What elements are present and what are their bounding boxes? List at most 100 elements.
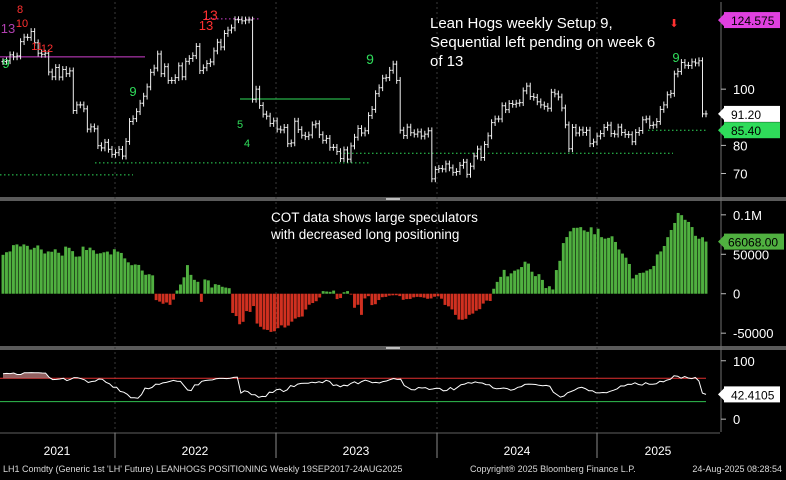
cot-bar [304, 293, 308, 310]
cot-bar [474, 293, 478, 311]
cot-bar [440, 293, 443, 299]
cot-bar [624, 257, 628, 294]
y-tick-label: 80 [733, 138, 747, 153]
y-tick-label: 0.1M [733, 208, 762, 223]
footer-timestamp: 24-Aug-2025 08:28:54 [692, 464, 782, 474]
y-tick-label: 100 [733, 354, 755, 369]
price-tag-label: 91.20 [731, 108, 761, 122]
cot-bar [631, 278, 635, 294]
cot-bar [471, 293, 475, 314]
cot-bar [488, 293, 492, 301]
cot-bar [272, 293, 276, 332]
cot-bar [516, 269, 520, 294]
cot-bar [652, 265, 656, 294]
cot-bar [527, 263, 530, 294]
cot-bar [286, 293, 290, 326]
cot-bar [387, 293, 391, 296]
cot-bar [547, 286, 551, 294]
cot-bar [185, 265, 189, 294]
cot-bar [353, 293, 356, 308]
cot-bar [673, 222, 677, 294]
y-tick-label: 50000 [733, 247, 769, 262]
cot-bar [380, 293, 384, 298]
cot-bar [676, 212, 680, 294]
cot-bar [610, 236, 614, 294]
cot-bar [701, 237, 704, 294]
cot-bar [259, 293, 262, 327]
cot-bar [523, 261, 527, 294]
cot-bar [384, 293, 388, 297]
cot-bar [71, 251, 75, 294]
cot-bar [283, 293, 287, 328]
cot-bar [98, 253, 102, 294]
x-tick-label: 2021 [44, 444, 71, 458]
cot-bar [346, 291, 350, 294]
cot-bar [645, 270, 649, 294]
price-tag [724, 105, 780, 122]
cot-bar [78, 256, 82, 294]
cot-bar [262, 293, 266, 330]
cot-bar [85, 250, 88, 294]
cot-bar [57, 252, 61, 294]
cot-bar [248, 293, 252, 312]
cot-bar [603, 238, 607, 294]
cot-bar [433, 293, 437, 297]
cot-bar [339, 293, 343, 299]
cot-bar [680, 215, 684, 294]
cot-bar [137, 264, 141, 294]
td-setup-label-red: 11 [31, 41, 42, 53]
y-tick-label: -50000 [733, 326, 773, 341]
cot-bar [297, 293, 301, 318]
cot-bar [641, 272, 645, 294]
cot-bar [252, 293, 256, 307]
cot-bar [179, 284, 182, 294]
cot-bar [161, 293, 165, 304]
cot-bar [391, 293, 395, 296]
cot-bar [582, 230, 586, 294]
cot-bar [39, 249, 43, 294]
cot-bar [112, 249, 116, 294]
cot-bar [422, 293, 426, 298]
cot-bar [321, 291, 325, 294]
cot-bar [614, 241, 617, 294]
cot-bar [565, 237, 569, 294]
cot-bar [513, 270, 517, 294]
cot-bar [130, 265, 134, 294]
cot-bar [366, 293, 370, 297]
cot-bar [192, 279, 196, 294]
cot-bar [349, 293, 353, 295]
cot-bar [29, 249, 33, 294]
cot-bar [15, 244, 19, 294]
cot-bar [279, 293, 283, 326]
cot-bar [415, 293, 419, 297]
cot-bar [607, 237, 611, 294]
price-tag [724, 122, 780, 139]
cot-bar [92, 250, 95, 294]
cot-bar [203, 279, 207, 294]
cot-bar [544, 288, 548, 294]
cot-bar [95, 253, 99, 294]
cot-bar [220, 286, 224, 294]
cot-bar [36, 245, 40, 294]
cot-bar [196, 281, 200, 294]
cot-last-value-pointer [718, 235, 724, 248]
footer-security-info: LH1 Comdty (Generic 1st 'LH' Future) LEA… [3, 464, 403, 474]
cot-bar [147, 274, 151, 294]
cot-bar [481, 293, 485, 304]
cot-bar [255, 293, 259, 324]
cot-bar [356, 293, 360, 305]
cot-bar [307, 293, 311, 305]
cot-bar [199, 293, 203, 302]
td-setup-label-green: 5 [237, 119, 243, 131]
cot-bar [172, 293, 175, 300]
cot-bar [697, 238, 701, 294]
cot-bar [589, 227, 593, 294]
cot-bar [238, 293, 242, 325]
cot-bar [182, 277, 186, 294]
td-setup-label-red: 13 [1, 21, 15, 36]
cot-bar [534, 276, 537, 294]
cot-bar [579, 227, 583, 294]
cot-bar [88, 247, 92, 294]
cot-bar [530, 271, 534, 294]
td-setup-label-red: 10 [16, 18, 28, 30]
